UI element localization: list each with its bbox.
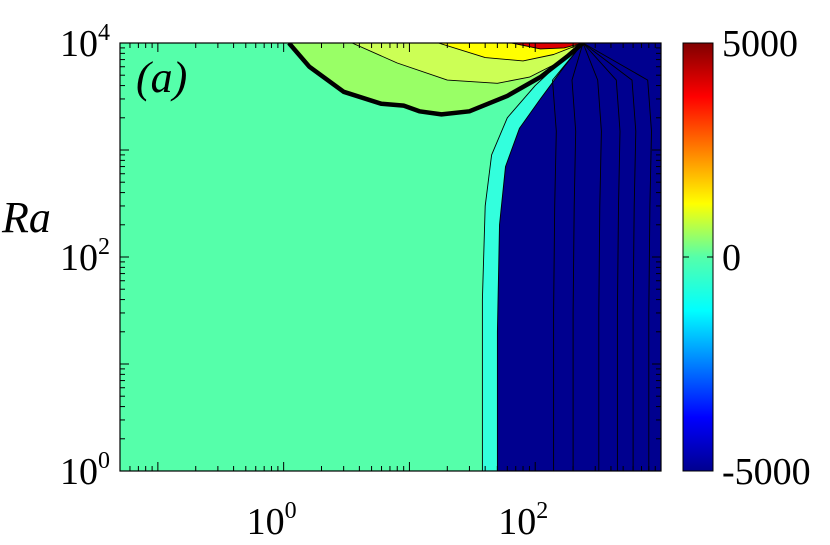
dark-left-line — [496, 43, 584, 471]
dark-contour-line-5 — [582, 43, 652, 471]
x-axis: 100 102 — [119, 43, 662, 543]
x-tick-label: 100 — [247, 498, 297, 543]
dark-contour-line-3 — [582, 43, 621, 471]
y-axis-label: Ra — [1, 193, 51, 242]
region--5000 — [497, 43, 661, 471]
panel-label: (a) — [136, 53, 187, 102]
dark-contour-line-0 — [552, 43, 584, 471]
dark-contour-line-2 — [582, 43, 602, 471]
colorbar-ticks: 5000 0 -5000 — [683, 23, 811, 493]
y-tick-label: 100 — [60, 448, 110, 493]
colorbar-tick-label: 5000 — [722, 23, 798, 65]
colorbar-tick-label: 0 — [722, 237, 741, 279]
green-contour-line — [351, 43, 584, 84]
dark-contour-line-4 — [582, 43, 637, 471]
red-contour-line — [511, 43, 584, 50]
plot-area — [120, 43, 661, 471]
y-tick-label: 104 — [60, 20, 110, 65]
yellow-contour-line — [438, 43, 584, 62]
y-tick-label: 102 — [60, 234, 110, 279]
dark-contour-line-1 — [571, 43, 584, 471]
colorbar-tick-label: -5000 — [722, 451, 811, 493]
cyan-left-line — [481, 43, 584, 471]
x-tick-label: 102 — [498, 498, 548, 543]
zero-contour-line — [287, 43, 585, 117]
y-axis: 100 102 104 — [60, 20, 661, 493]
